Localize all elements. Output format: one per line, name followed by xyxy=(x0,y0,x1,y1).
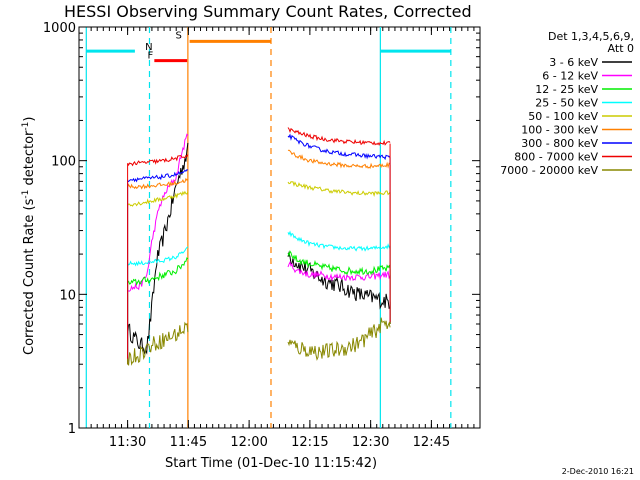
series-line xyxy=(127,169,189,183)
series-line xyxy=(127,154,189,167)
x-tick-label: 11:45 xyxy=(170,435,207,450)
legend-header-line1: Det 1,3,4,5,6,9, xyxy=(548,30,634,43)
flag-bars: FN S xyxy=(86,31,451,63)
y-tick-label: 10 xyxy=(59,288,76,303)
flag-letter: F xyxy=(148,51,154,62)
series-line xyxy=(287,260,391,282)
series-line xyxy=(287,250,391,276)
legend-label: 300 - 800 keV xyxy=(521,137,598,150)
plot-frame xyxy=(78,26,481,429)
series-line xyxy=(287,181,391,197)
plot-border xyxy=(78,26,481,429)
series-line xyxy=(287,230,391,252)
legend-label: 100 - 300 keV xyxy=(521,124,598,137)
axis-ticks: 1 10 100 1000 11:30 11:45 12:00 12:15 12:30 12:45 xyxy=(43,21,480,450)
series-line xyxy=(127,142,189,355)
series-line xyxy=(287,127,391,146)
flag-letter: S xyxy=(176,31,182,42)
y-tick-label: 100 xyxy=(51,155,76,170)
legend-label: 6 - 12 keV xyxy=(542,70,598,83)
legend-label: 50 - 100 keV xyxy=(528,110,598,123)
x-tick-label: 12:15 xyxy=(291,435,328,450)
x-axis-label: Start Time (01-Dec-10 11:15:42) xyxy=(165,456,377,471)
legend-label: 3 - 6 keV xyxy=(549,56,598,69)
legend-label: 7000 - 20000 keV xyxy=(500,164,598,177)
legend-label: 25 - 50 keV xyxy=(535,97,598,110)
footer-timestamp: 2-Dec-2010 16:21 xyxy=(562,467,634,476)
series-line xyxy=(287,133,391,161)
chart-title: HESSI Observing Summary Count Rates, Cor… xyxy=(64,2,472,21)
legend-label: 12 - 25 keV xyxy=(535,83,598,96)
series-line xyxy=(127,321,189,366)
series-line xyxy=(127,246,189,267)
x-tick-label: 12:00 xyxy=(230,435,267,450)
series-line xyxy=(127,133,189,292)
x-tick-label: 11:30 xyxy=(109,435,146,450)
series-line xyxy=(127,190,189,207)
series-line xyxy=(287,149,391,169)
vertical-lines xyxy=(85,27,452,428)
flag-letter: N xyxy=(145,42,152,53)
y-tick-label: 1 xyxy=(68,422,76,437)
series-line xyxy=(127,177,189,190)
y-axis-label: Corrected Count Rate (s-1 detector-1) xyxy=(21,117,37,355)
series-line xyxy=(287,317,391,361)
series-lines xyxy=(127,127,391,366)
legend-header-line2: Att 0 xyxy=(608,42,634,55)
legend-label: 800 - 7000 keV xyxy=(514,151,598,164)
x-tick-label: 12:45 xyxy=(413,435,450,450)
y-tick-label: 1000 xyxy=(43,21,76,36)
x-tick-label: 12:30 xyxy=(352,435,389,450)
series-line xyxy=(127,257,189,286)
